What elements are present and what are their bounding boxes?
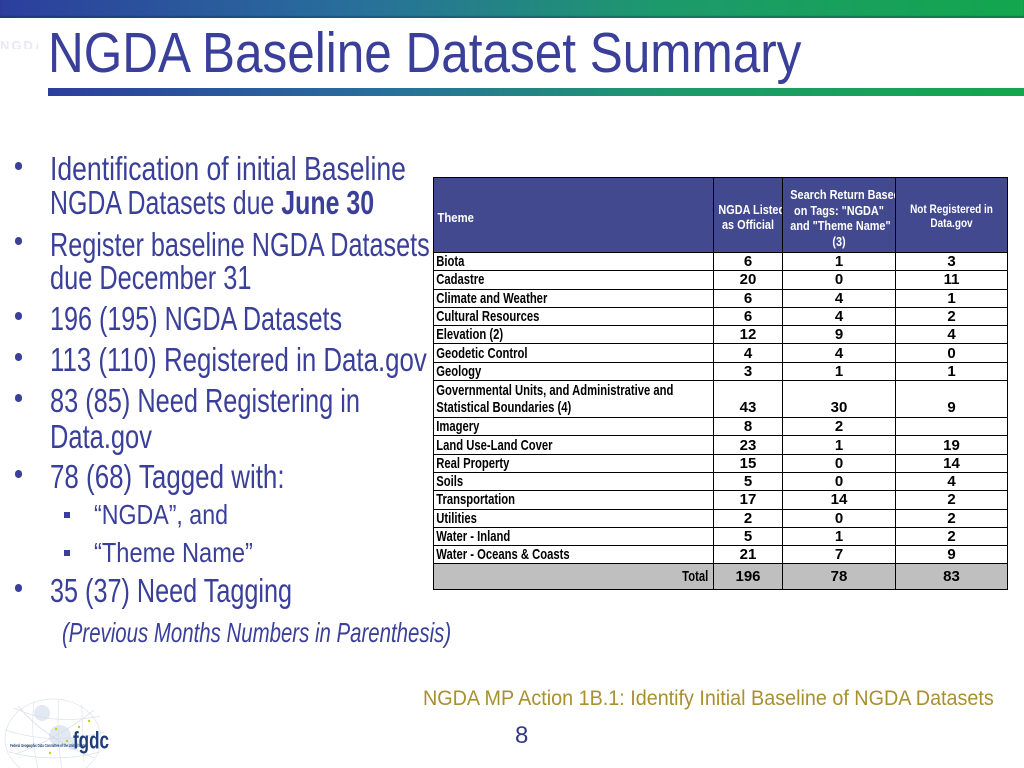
svg-text:fgdc: fgdc bbox=[73, 728, 109, 755]
svg-text:Federal Geographic Data Commit: Federal Geographic Data Committee of the… bbox=[10, 743, 87, 748]
